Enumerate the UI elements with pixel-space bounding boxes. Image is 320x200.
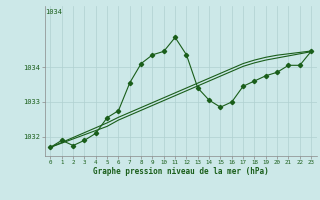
Text: 1034: 1034 (45, 9, 62, 15)
X-axis label: Graphe pression niveau de la mer (hPa): Graphe pression niveau de la mer (hPa) (93, 167, 269, 176)
